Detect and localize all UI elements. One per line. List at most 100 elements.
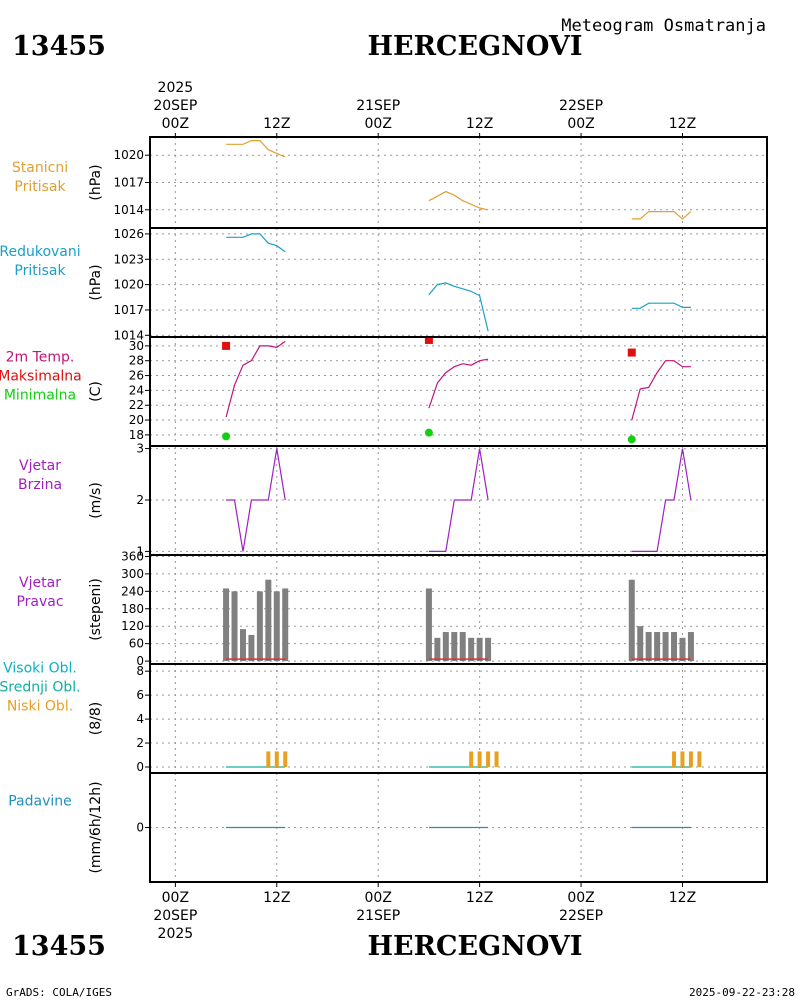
clouds-side-label: Visoki Obl. [3, 661, 77, 677]
wind-direction-bar [687, 632, 694, 662]
temperature-series-line [428, 358, 489, 409]
wind-direction-ytick-label: 120 [121, 619, 144, 633]
wind-direction-bar [468, 637, 475, 662]
reduced-pressure-side-label: Pritisak [14, 263, 66, 279]
clouds-ylabel: (8/8) [88, 702, 104, 735]
clouds-ytick-label: 2 [136, 736, 144, 750]
wind-speed-ytick-label: 2 [136, 493, 144, 507]
station-pressure-ytick-label: 1020 [113, 148, 144, 162]
wind-direction-bar [645, 632, 652, 662]
wind-direction-bar [476, 637, 483, 662]
bottom-axis-label: 20SEP [153, 908, 197, 924]
temperature-ytick-label: 22 [129, 398, 144, 412]
low-cloud-bar [688, 751, 693, 768]
wind-speed-side-label: Vjetar [19, 458, 61, 474]
station-name-bottom: HERCEGNOVI [368, 931, 583, 962]
station-pressure-series-line [631, 211, 692, 220]
low-cloud-bar [486, 751, 491, 768]
temp-max-marker [222, 341, 231, 350]
wind-direction-bar [273, 591, 280, 662]
wind-direction-bar [223, 588, 230, 662]
wind-speed-ytick-label: 3 [136, 442, 144, 456]
clouds-ytick-label: 0 [136, 760, 144, 774]
top-axis-label: 12Z [669, 116, 696, 132]
station-pressure-series-line [226, 140, 286, 158]
reduced-pressure-side-label: Redukovani [0, 244, 81, 260]
wind-direction-bar [256, 591, 263, 662]
wind-direction-bar [248, 634, 255, 662]
station-pressure-side-label: Stanicni [12, 160, 68, 176]
wind-direction-bar [451, 632, 458, 662]
wind-direction-bar [282, 588, 289, 662]
reduced-pressure-ytick-label: 1017 [113, 303, 144, 317]
precipitation-panel-frame [149, 772, 768, 883]
wind-direction-side-label: Pravac [16, 594, 63, 610]
precipitation-ylabel: (mm/6h/12h) [88, 781, 104, 873]
wind-direction-bar [265, 579, 272, 662]
temperature-side-label: Minimalna [4, 388, 76, 404]
temp-min-marker [222, 432, 231, 441]
top-axis-label: 12Z [263, 116, 290, 132]
bottom-axis-label: 00Z [162, 890, 189, 906]
bottom-axis-label: 12Z [466, 890, 493, 906]
temperature-ytick-label: 30 [129, 339, 144, 353]
station-pressure-ytick-label: 1014 [113, 203, 144, 217]
temperature-ytick-label: 28 [129, 354, 144, 368]
station-pressure-series-line [428, 190, 489, 211]
bottom-axis-label: 21SEP [356, 908, 400, 924]
low-cloud-bar [494, 751, 499, 768]
clouds-ytick-label: 8 [136, 664, 144, 678]
precipitation-ytick-label: 0 [136, 821, 144, 835]
wind-direction-bar [637, 626, 644, 662]
wind-speed-series-line [631, 448, 692, 553]
bottom-axis-label: 00Z [365, 890, 392, 906]
top-axis-label: 22SEP [559, 98, 603, 114]
temperature-panel-frame [149, 336, 768, 447]
wind-direction-bar [671, 632, 678, 662]
temp-min-marker [424, 428, 433, 437]
temperature-ytick-label: 20 [129, 413, 144, 427]
low-cloud-bar [697, 751, 702, 768]
bottom-axis-label: 00Z [567, 890, 594, 906]
temperature-ytick-label: 26 [129, 369, 144, 383]
wind-direction-ytick-label: 0 [136, 654, 144, 668]
reduced-pressure-ylabel: (hPa) [88, 264, 104, 300]
reduced-pressure-ytick-label: 1020 [113, 278, 144, 292]
reduced-pressure-panel-frame [149, 227, 768, 338]
wind-speed-series-line [428, 448, 489, 553]
station-id-bottom: 13455 [12, 931, 106, 962]
chart-subtitle: Meteogram Osmatranja [561, 16, 766, 36]
wind-direction-bar [628, 579, 635, 662]
top-axis-label: 00Z [162, 116, 189, 132]
reduced-pressure-series-line [226, 233, 286, 253]
wind-direction-bar [679, 637, 686, 662]
reduced-pressure-ytick-label: 1026 [113, 227, 144, 241]
wind-direction-bar [459, 632, 466, 662]
wind-direction-bar [485, 637, 492, 662]
station-pressure-ytick-label: 1017 [113, 176, 144, 190]
station-pressure-panel-frame [149, 136, 768, 229]
low-cloud-bar [672, 751, 677, 768]
station-pressure-side-label: Pritisak [14, 179, 66, 195]
low-cloud-bar [283, 751, 288, 768]
reduced-pressure-ytick-label: 1014 [113, 328, 144, 342]
wind-direction-ytick-label: 360 [121, 549, 144, 563]
clouds-side-label: Srednji Obl. [0, 680, 81, 696]
wind-direction-bar [239, 629, 246, 662]
bottom-axis-year: 2025 [158, 926, 194, 942]
top-axis-label: 00Z [567, 116, 594, 132]
top-axis-label: 00Z [365, 116, 392, 132]
bottom-axis-label: 12Z [669, 890, 696, 906]
temperature-side-label: Maksimalna [0, 369, 82, 385]
wind-direction-ytick-label: 180 [121, 602, 144, 616]
low-cloud-bar [469, 751, 474, 768]
reduced-pressure-series-line [428, 282, 489, 332]
station-name-top: HERCEGNOVI [368, 31, 583, 62]
wind-direction-bar [434, 637, 441, 662]
wind-direction-bar [662, 632, 669, 662]
temperature-ylabel: (C) [88, 381, 104, 402]
precipitation-side-label: Padavine [8, 794, 72, 810]
station-id-top: 13455 [12, 31, 106, 62]
wind-speed-side-label: Brzina [18, 477, 62, 493]
